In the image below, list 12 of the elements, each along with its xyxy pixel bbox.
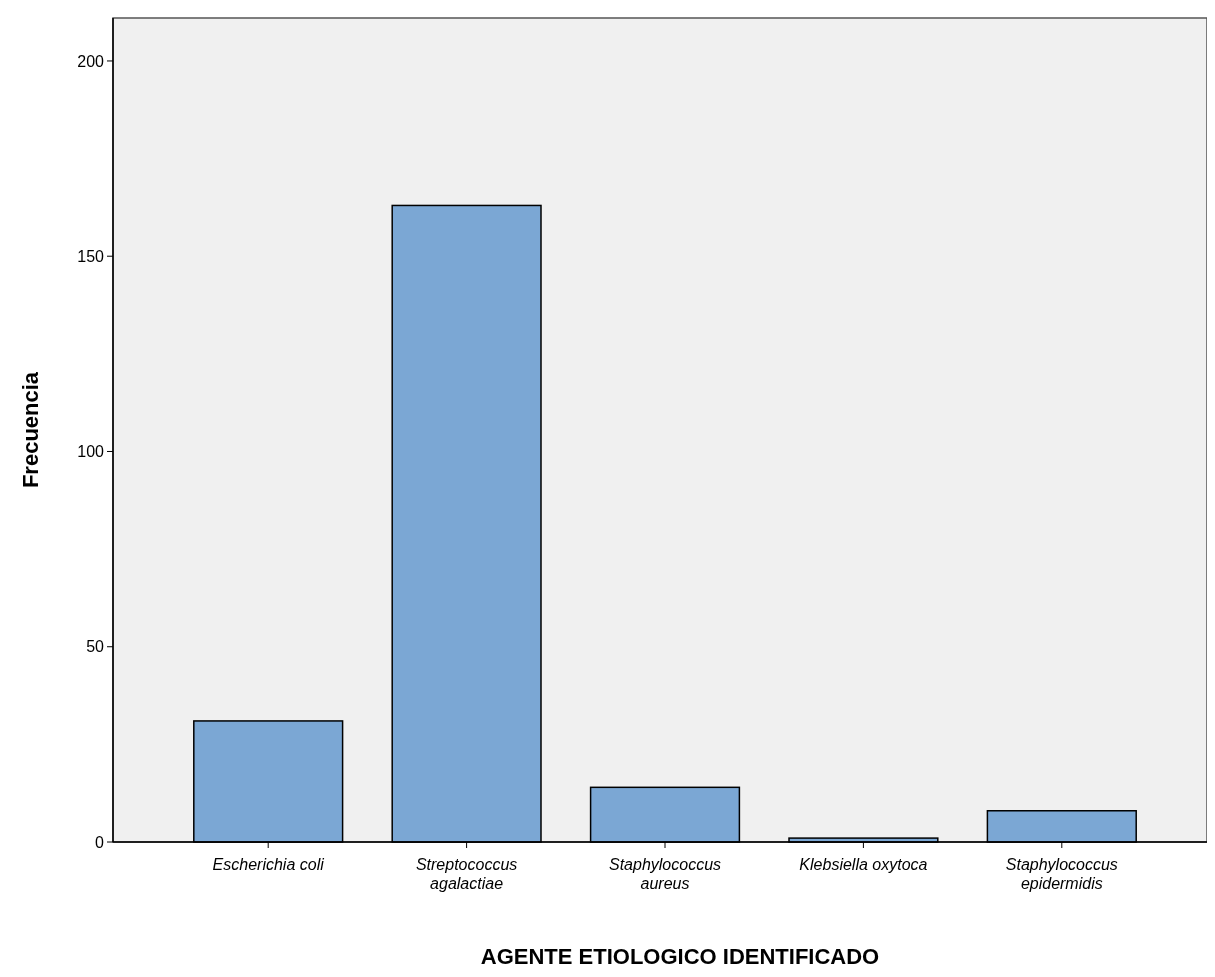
x-tick-label: Staphylococcus epidermidis xyxy=(1005,856,1118,892)
y-tick-label: 150 xyxy=(77,247,105,265)
y-tick-label: 50 xyxy=(86,638,105,656)
y-tick-label: 200 xyxy=(77,52,105,70)
x-tick-label: Klebsiella oxytoca xyxy=(799,856,928,873)
y-tick-label: 100 xyxy=(77,443,105,461)
x-tick-label: Escherichia coli xyxy=(212,856,325,873)
x-tick-label: Staphylococcus aureus xyxy=(608,856,722,892)
x-tick-label: Streptococcus agalactiae xyxy=(415,856,518,892)
x-axis-title: AGENTE ETIOLOGICO IDENTIFICADO xyxy=(480,944,880,969)
y-tick-label: 0 xyxy=(95,833,105,851)
y-axis-title: Frecuencia xyxy=(18,371,43,489)
